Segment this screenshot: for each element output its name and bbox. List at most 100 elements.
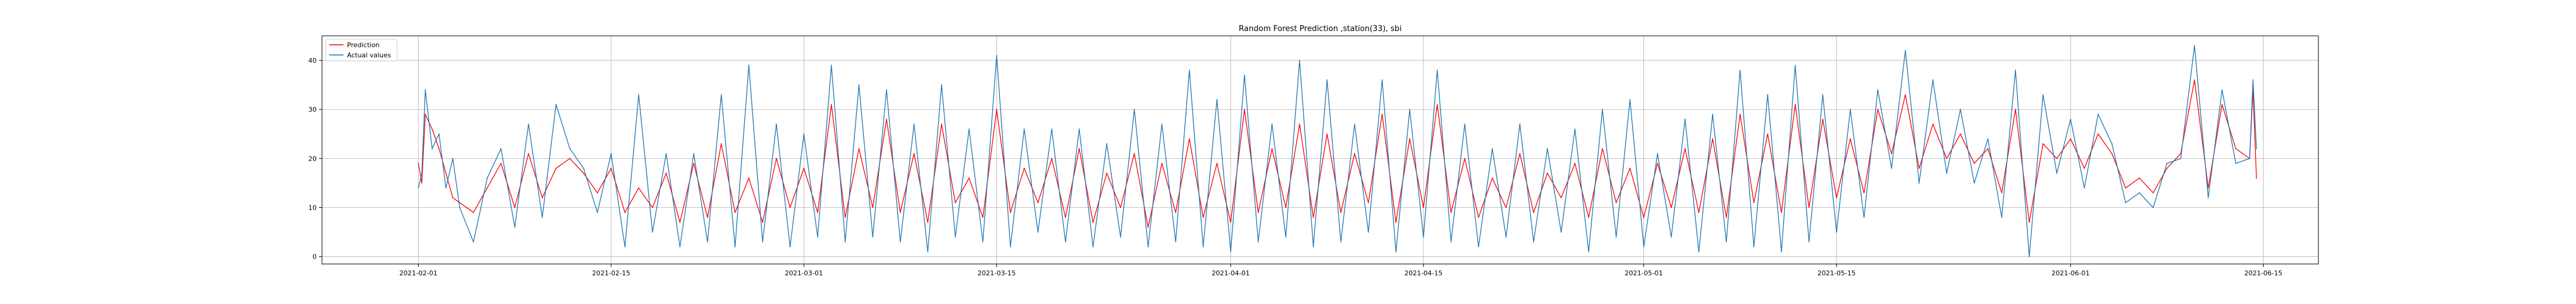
data-point-prediction xyxy=(1698,211,1699,213)
data-point-actual-values xyxy=(2001,217,2002,218)
data-point-actual-values xyxy=(2111,143,2113,145)
data-point-actual-values xyxy=(1395,251,1397,253)
data-point-prediction xyxy=(1175,211,1176,213)
data-point-prediction xyxy=(1822,118,1823,120)
data-point-prediction xyxy=(1367,202,1369,204)
data-point-prediction xyxy=(1423,207,1425,208)
data-point-actual-values xyxy=(1946,173,1948,174)
data-point-actual-values xyxy=(1092,246,1094,248)
data-point-prediction xyxy=(1973,162,1975,164)
data-point-actual-values xyxy=(1670,236,1672,238)
series-points-prediction xyxy=(417,79,2258,228)
data-point-actual-values xyxy=(789,246,791,248)
data-point-actual-values xyxy=(528,124,530,125)
series-points-actual-values xyxy=(417,45,2258,257)
data-point-actual-values xyxy=(1120,236,1122,238)
data-point-actual-values xyxy=(425,89,426,91)
data-point-prediction xyxy=(1863,192,1865,194)
y-tick-label: 20 xyxy=(308,155,317,162)
data-point-prediction xyxy=(1987,148,1989,149)
data-point-actual-values xyxy=(1037,231,1039,233)
data-point-prediction xyxy=(831,104,832,105)
data-point-prediction xyxy=(1450,211,1452,213)
data-point-prediction xyxy=(528,153,530,155)
data-point-actual-values xyxy=(2194,45,2196,47)
data-point-prediction xyxy=(1230,222,1231,223)
data-point-actual-values xyxy=(2207,197,2209,198)
data-point-prediction xyxy=(665,173,667,174)
data-point-prediction xyxy=(1615,202,1617,204)
data-point-actual-values xyxy=(438,133,440,135)
data-point-prediction xyxy=(1781,211,1782,213)
data-point-actual-values xyxy=(1574,128,1576,130)
data-point-prediction xyxy=(555,167,557,169)
data-point-prediction xyxy=(679,222,681,223)
data-point-prediction xyxy=(2138,177,2140,179)
data-point-actual-values xyxy=(1588,251,1590,253)
data-point-actual-values xyxy=(417,187,419,189)
data-point-prediction xyxy=(1753,202,1755,204)
data-point-prediction xyxy=(1891,153,1893,155)
data-point-actual-values xyxy=(1505,236,1507,238)
data-point-actual-values xyxy=(1629,99,1631,100)
data-point-actual-values xyxy=(2097,113,2099,115)
data-point-prediction xyxy=(1547,173,1548,174)
data-point-prediction xyxy=(1147,226,1149,228)
data-point-prediction xyxy=(541,197,543,198)
x-tick-label: 2021-04-15 xyxy=(1404,269,1442,277)
data-point-prediction xyxy=(817,211,819,213)
data-point-actual-values xyxy=(1918,182,1920,184)
data-point-prediction xyxy=(1244,109,1245,110)
data-point-actual-values xyxy=(1767,94,1769,96)
data-point-prediction xyxy=(1739,113,1741,115)
data-point-actual-values xyxy=(817,236,819,238)
x-tick-label: 2021-05-15 xyxy=(1818,269,1856,277)
data-point-prediction xyxy=(1326,133,1328,135)
x-tick-label: 2021-06-15 xyxy=(2244,269,2283,277)
x-tick-label: 2021-02-15 xyxy=(592,269,630,277)
data-point-prediction xyxy=(886,118,887,120)
data-point-actual-values xyxy=(1932,79,1934,81)
data-point-actual-values xyxy=(1147,246,1149,248)
data-point-actual-values xyxy=(1905,50,1906,51)
data-point-prediction xyxy=(1079,148,1080,149)
data-point-prediction xyxy=(514,207,516,208)
data-point-prediction xyxy=(2015,109,2016,110)
data-point-prediction xyxy=(2235,148,2237,149)
data-point-prediction xyxy=(844,217,846,218)
data-point-actual-values xyxy=(1423,236,1425,238)
data-point-actual-values xyxy=(1753,246,1755,248)
data-point-actual-values xyxy=(1547,148,1548,149)
data-point-prediction xyxy=(1134,153,1135,155)
data-point-prediction xyxy=(1491,177,1493,179)
data-point-actual-values xyxy=(2153,207,2154,208)
data-point-actual-values xyxy=(1643,246,1645,248)
data-point-prediction xyxy=(2256,177,2258,179)
y-tick-label: 30 xyxy=(308,106,317,113)
x-tick-label: 2021-03-01 xyxy=(785,269,823,277)
data-point-prediction xyxy=(611,167,612,169)
data-point-actual-values xyxy=(748,65,750,66)
data-point-actual-values xyxy=(1781,251,1782,253)
data-point-actual-values xyxy=(473,241,474,242)
data-point-prediction xyxy=(693,162,695,164)
data-point-actual-values xyxy=(2029,256,2030,257)
data-point-actual-values xyxy=(844,241,846,242)
data-point-prediction xyxy=(2194,79,2196,81)
data-point-actual-values xyxy=(2180,158,2182,159)
data-point-prediction xyxy=(1836,197,1837,198)
data-point-prediction xyxy=(2029,222,2030,223)
data-point-actual-values xyxy=(1285,236,1287,238)
data-point-actual-values xyxy=(611,153,612,155)
data-point-actual-values xyxy=(1382,79,1383,81)
data-point-actual-values xyxy=(1657,153,1658,155)
data-point-actual-values xyxy=(734,246,736,248)
data-point-actual-values xyxy=(1491,148,1493,149)
data-point-prediction xyxy=(1533,211,1534,213)
data-point-prediction xyxy=(776,158,777,159)
series-line-actual-values xyxy=(417,45,2257,257)
tick-layer: 2021-02-01 2021-02-15 2021-03-01 2021-03-15… xyxy=(308,57,2283,277)
data-point-actual-values xyxy=(1615,236,1617,238)
data-point-actual-values xyxy=(2221,89,2223,91)
data-point-actual-values xyxy=(1409,109,1411,110)
